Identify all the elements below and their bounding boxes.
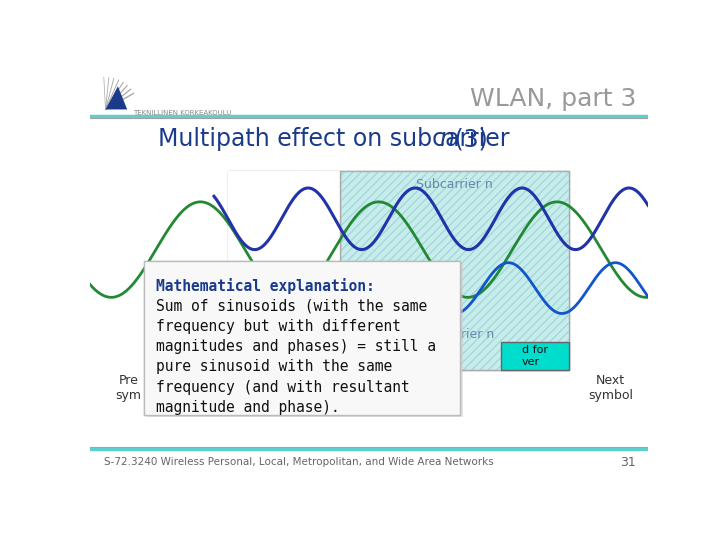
Bar [144, 261, 461, 415]
Text: TEKNILLINEN KORKEAKOULU: TEKNILLINEN KORKEAKOULU [133, 110, 232, 116]
Text: rrier n: rrier n [456, 328, 495, 341]
Text: n: n [438, 127, 454, 152]
Bar [228, 171, 340, 370]
Text: Mathematical explanation:: Mathematical explanation: [156, 278, 374, 294]
Text: WLAN, part 3: WLAN, part 3 [470, 87, 636, 111]
Bar [144, 261, 461, 415]
Text: d for
ver: d for ver [522, 345, 548, 367]
Text: Sum of sinusoids (with the same
frequency but with different
magnitudes and phas: Sum of sinusoids (with the same frequenc… [156, 298, 436, 415]
Text: Multipath effect on subcarrier: Multipath effect on subcarrier [158, 127, 517, 152]
Bar [228, 171, 569, 370]
Text: S-72.3240 Wireless Personal, Local, Metropolitan, and Wide Area Networks: S-72.3240 Wireless Personal, Local, Metr… [104, 457, 494, 467]
Bar [500, 342, 569, 370]
Bar [340, 171, 569, 370]
Text: 31: 31 [620, 456, 636, 469]
Polygon shape [106, 86, 127, 110]
Bar [340, 171, 569, 370]
Bar [147, 264, 463, 417]
Text: Next
symbol: Next symbol [588, 374, 634, 402]
Text: Pre
sym: Pre sym [116, 374, 142, 402]
Text: Subcarrier n: Subcarrier n [416, 178, 492, 191]
Text: (3): (3) [447, 127, 488, 152]
